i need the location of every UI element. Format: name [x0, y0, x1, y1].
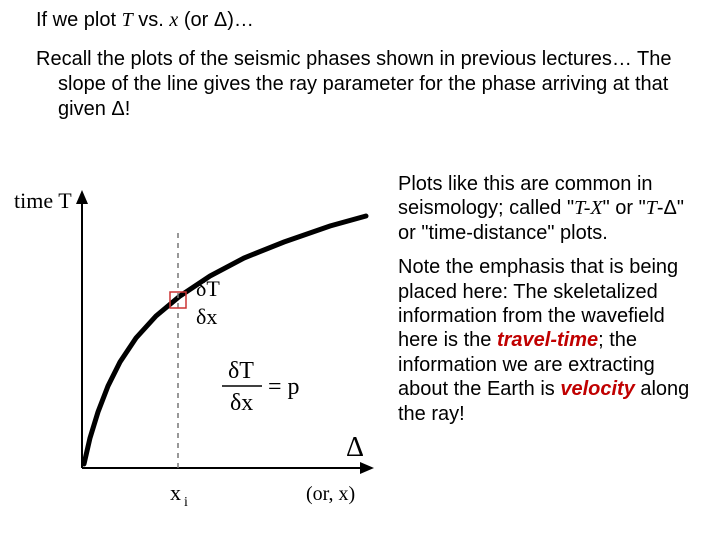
tx-plot: δT δx δT δx = p time T x i Δ (or, x) [10, 168, 388, 526]
delta-x-label: δx [196, 304, 217, 329]
right-column: Plots like this are common in seismology… [398, 172, 698, 436]
y-axis-label: time T [14, 188, 72, 213]
title-T: T [122, 9, 133, 31]
eq-num: δT [228, 358, 254, 384]
x-axis-arrow [360, 462, 374, 474]
p1: Plots like this are common in seismology… [398, 172, 698, 245]
recall-paragraph: Recall the plots of the seismic phases s… [36, 47, 690, 122]
travel-time-word: travel-time [497, 329, 598, 351]
p1-b: " or " [603, 197, 646, 219]
eq-rhs: = p [268, 374, 300, 400]
travel-time-curve [84, 216, 366, 464]
eq-den: δx [230, 390, 253, 416]
title-mid1: vs. [133, 9, 170, 31]
xi-sub: i [184, 495, 188, 510]
p2: Note the emphasis that is being placed h… [398, 255, 698, 426]
delta-axis-label: Δ [346, 432, 364, 463]
y-axis-arrow [76, 190, 88, 204]
title-prefix: If we plot [36, 9, 122, 31]
delta-T-label: δT [196, 276, 220, 301]
recall-text: Recall the plots of the seismic phases s… [36, 47, 690, 122]
title-x: x [169, 9, 178, 31]
xi-label: x [170, 480, 181, 505]
p1-tx: T-X [574, 197, 603, 219]
title-mid2: (or Δ)… [178, 9, 254, 31]
p1-td: T [646, 197, 657, 219]
velocity-word: velocity [560, 378, 634, 400]
title-line: If we plot T vs. x (or Δ)… [36, 8, 690, 33]
or-x-label: (or, x) [306, 483, 355, 505]
